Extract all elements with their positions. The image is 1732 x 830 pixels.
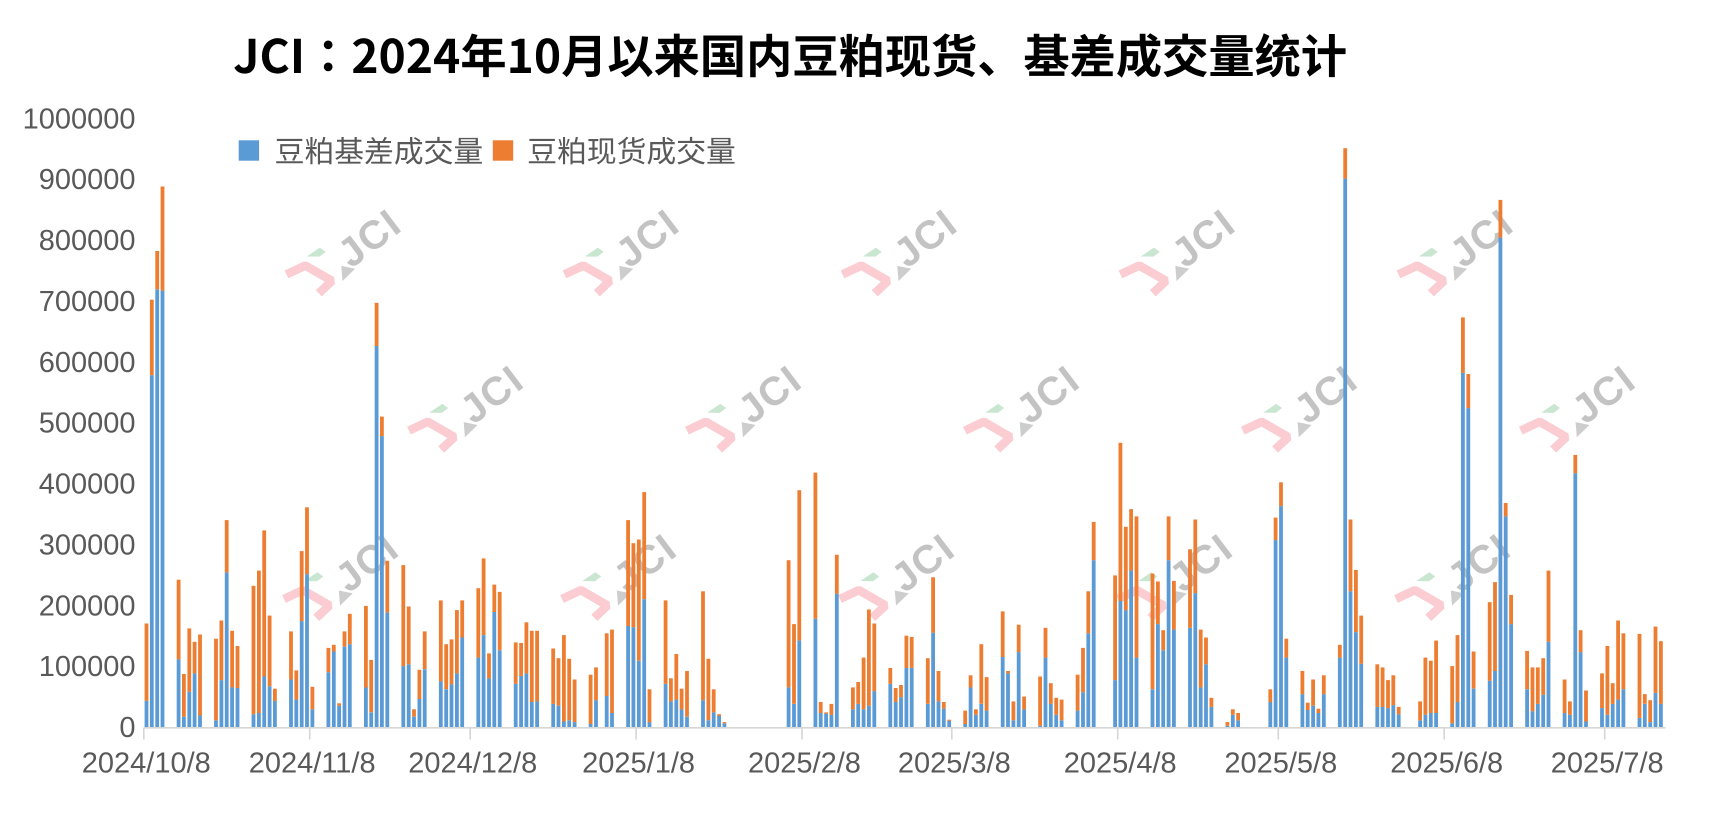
svg-text:2024/12/8: 2024/12/8 bbox=[408, 748, 537, 780]
svg-text:2025/7/8: 2025/7/8 bbox=[1551, 748, 1664, 780]
svg-text:300000: 300000 bbox=[39, 529, 136, 561]
svg-text:200000: 200000 bbox=[39, 590, 136, 622]
svg-text:2024/11/8: 2024/11/8 bbox=[249, 748, 376, 780]
svg-text:1000000: 1000000 bbox=[23, 103, 136, 135]
svg-text:500000: 500000 bbox=[39, 408, 136, 440]
svg-text:2025/1/8: 2025/1/8 bbox=[582, 748, 695, 780]
svg-text:2025/2/8: 2025/2/8 bbox=[748, 748, 861, 780]
svg-text:900000: 900000 bbox=[39, 164, 136, 196]
svg-text:2025/6/8: 2025/6/8 bbox=[1390, 748, 1503, 780]
svg-text:700000: 700000 bbox=[39, 286, 136, 318]
svg-text:800000: 800000 bbox=[39, 225, 136, 257]
svg-text:100000: 100000 bbox=[39, 651, 136, 683]
svg-text:2025/5/8: 2025/5/8 bbox=[1224, 748, 1337, 780]
svg-text:2025/3/8: 2025/3/8 bbox=[898, 748, 1011, 780]
svg-text:600000: 600000 bbox=[39, 347, 136, 379]
svg-text:2024/10/8: 2024/10/8 bbox=[82, 748, 211, 780]
svg-text:2025/4/8: 2025/4/8 bbox=[1064, 748, 1177, 780]
svg-text:400000: 400000 bbox=[39, 469, 136, 501]
svg-text:0: 0 bbox=[119, 712, 135, 744]
